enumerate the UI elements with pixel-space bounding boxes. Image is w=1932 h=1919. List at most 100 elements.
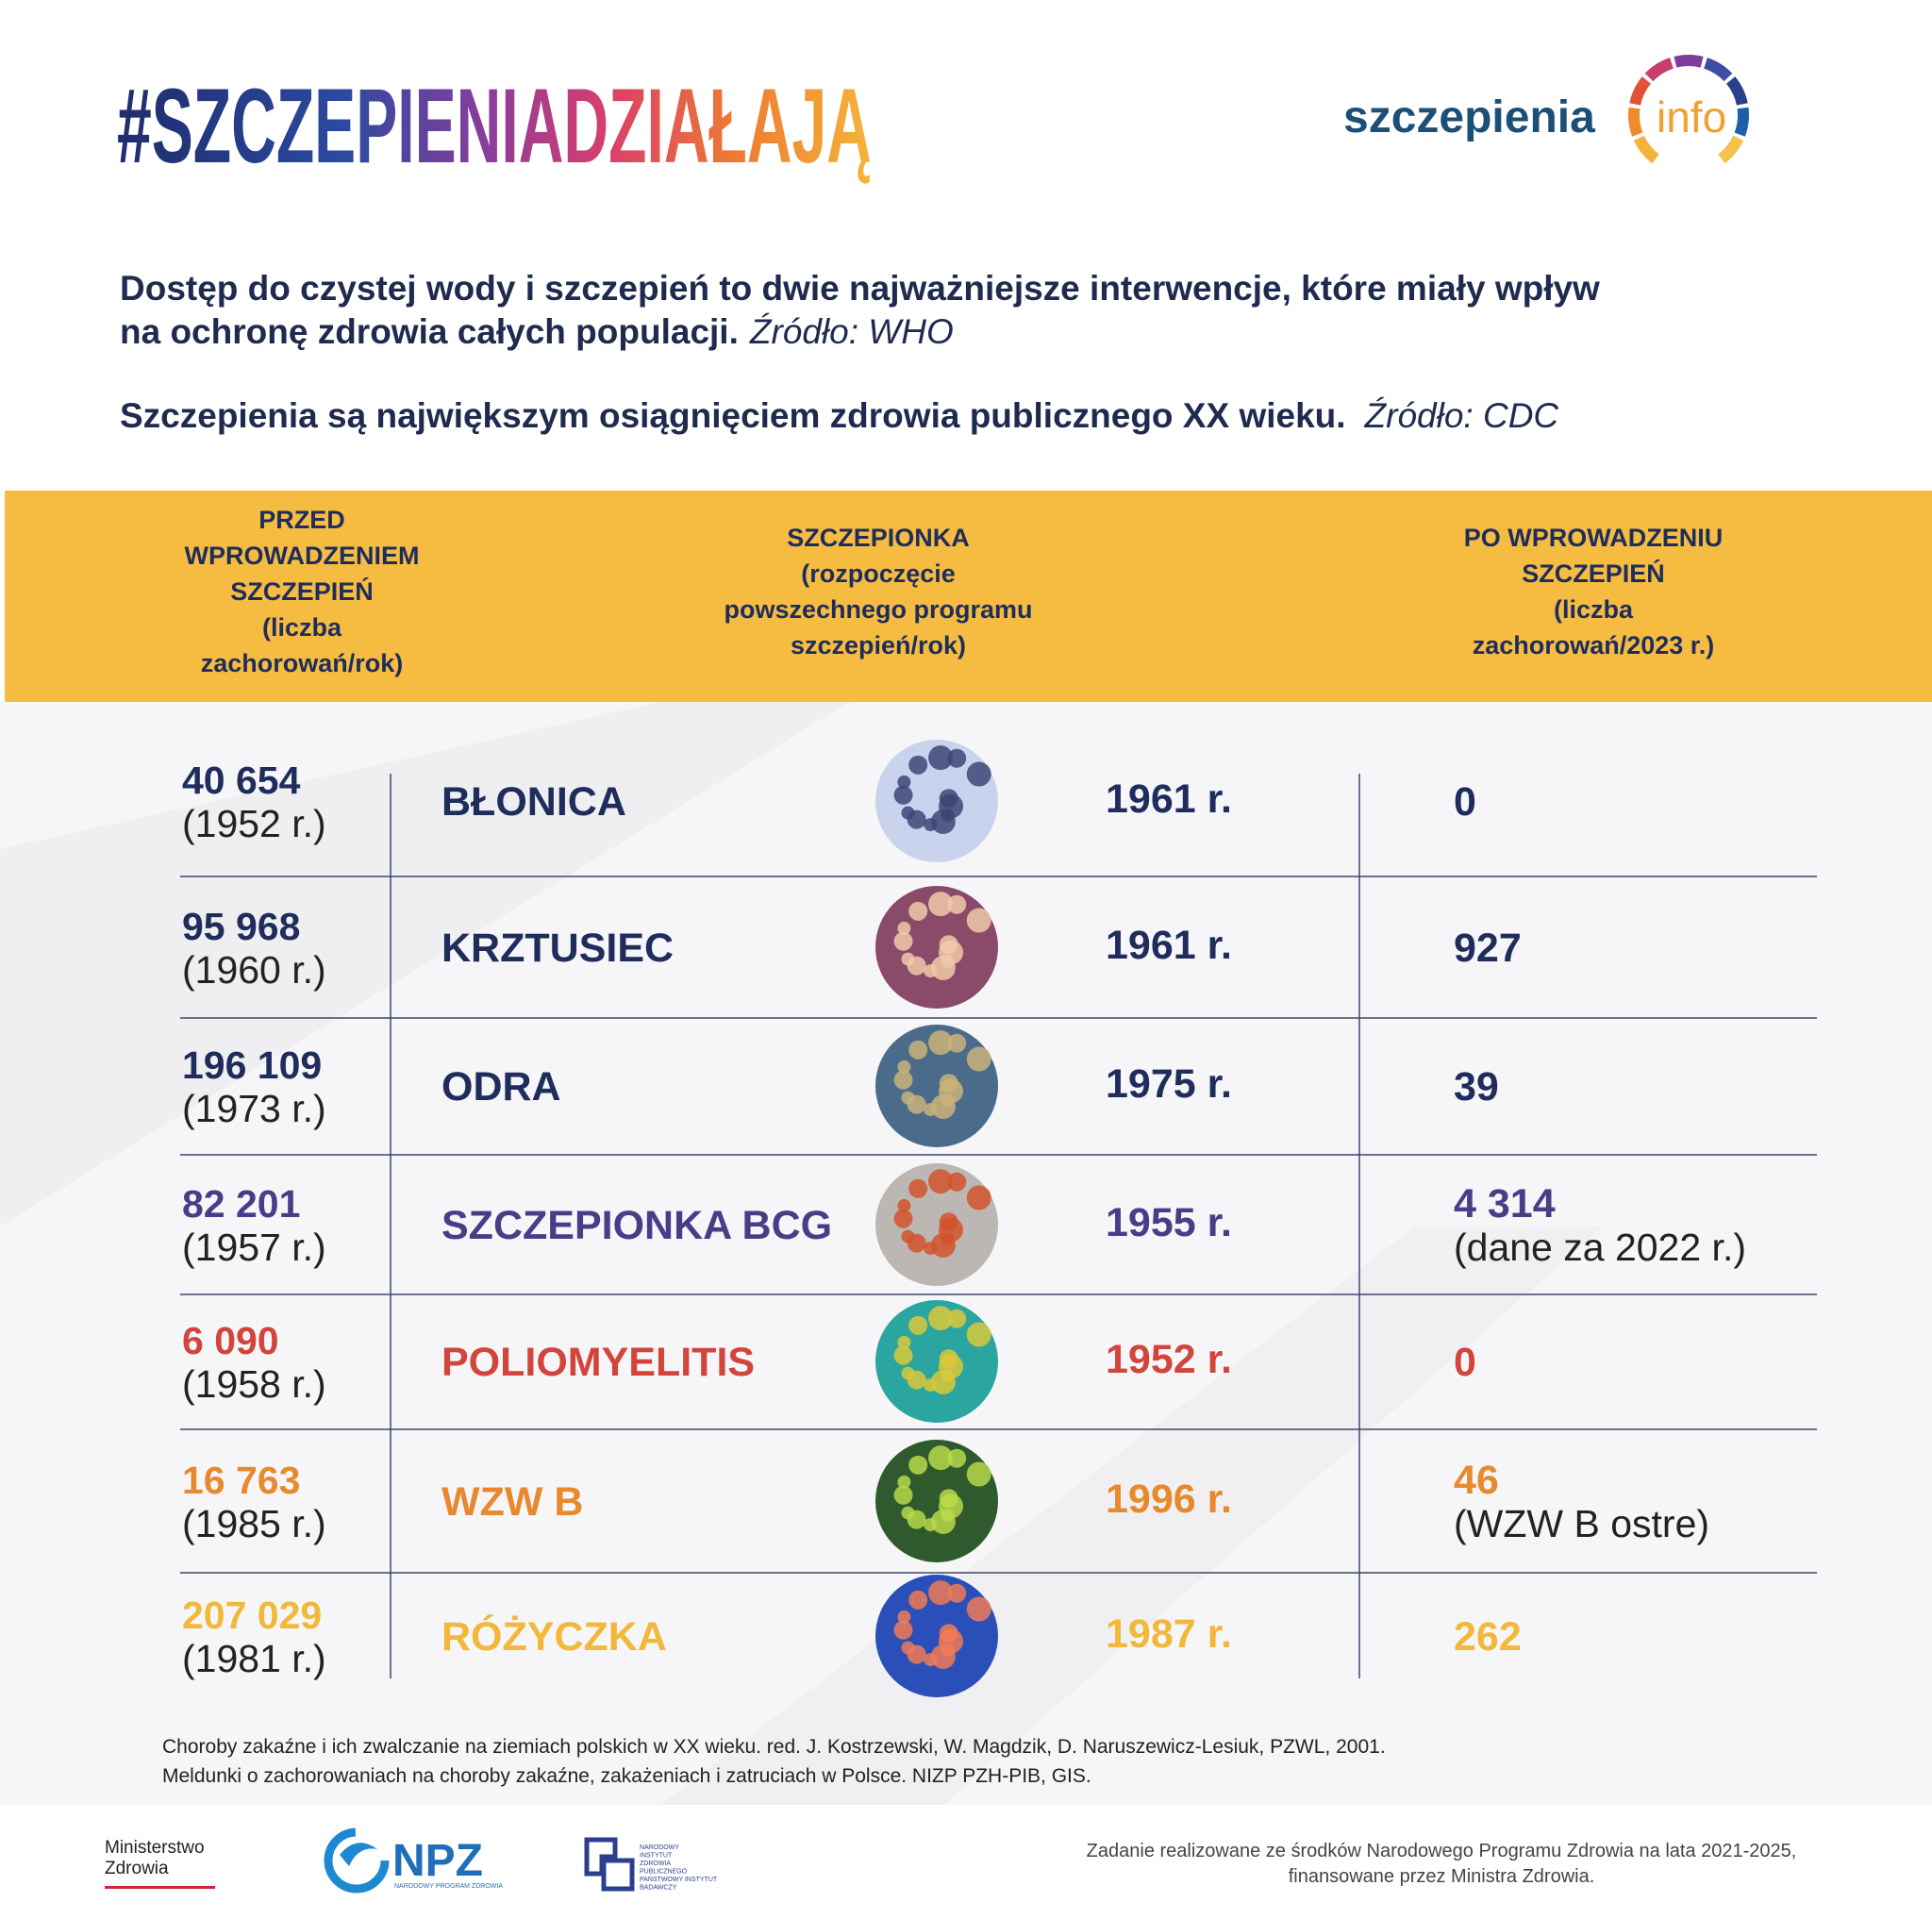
table-row: 16 763(1985 r.) WZW B 1996 r. 46(WZW B ostr… — [182, 1440, 1709, 1562]
disease-name: SZCZEPIONKA BCG — [441, 1203, 832, 1248]
before-year: (1985 r.) — [182, 1502, 326, 1545]
funding-text: Zadanie realizowane ze środków Narodoweg… — [1087, 1841, 1797, 1861]
nizp-text: PUBLICZNEGO — [640, 1869, 688, 1876]
pathogen-detail — [930, 1509, 956, 1534]
ring-segment — [1703, 58, 1733, 82]
pathogen-detail — [966, 1046, 991, 1072]
nizp-icon — [584, 1837, 635, 1892]
pathogen-detail — [947, 1033, 967, 1053]
intro-line: na ochronę zdrowia całych populacji. Źród… — [120, 312, 954, 351]
pathogen-detail — [897, 921, 911, 935]
column-header: szczepień/rok) — [791, 631, 966, 659]
npz-logo: NPZ NARODOWY PROGRAM ZDROWIA — [324, 1827, 503, 1894]
ring-segment — [1629, 76, 1652, 106]
ministry-text: Zdrowia — [105, 1859, 169, 1878]
pathogen-detail — [930, 1644, 956, 1669]
pathogen-detail — [947, 894, 967, 914]
pathogen-detail — [939, 1489, 958, 1509]
cases-after: 46 — [1454, 1458, 1499, 1503]
pathogen-detail — [893, 1345, 913, 1365]
logo-main: szczepienia — [1343, 92, 1595, 142]
intro-text: na ochronę zdrowia całych populacji. — [120, 312, 739, 351]
ring-segment — [1633, 135, 1659, 164]
pathogen-detail — [908, 1178, 928, 1198]
pathogen-detail — [947, 748, 967, 768]
logo-accent: info — [1657, 92, 1726, 142]
pathogen-detail — [908, 1315, 928, 1335]
pathogen-detail — [939, 1074, 958, 1093]
intro-line: Dostęp do czystej wody i szczepień to dw… — [120, 269, 1600, 308]
pathogen-detail — [928, 892, 954, 917]
footnote: Meldunki o zachorowaniach na choroby zak… — [162, 1765, 1091, 1787]
pathogen-detail — [897, 1060, 911, 1074]
logo-ring — [1628, 55, 1749, 164]
pathogen-detail — [908, 1040, 928, 1060]
pathogen-detail — [930, 1232, 956, 1258]
pathogen-detail — [901, 1641, 915, 1655]
cases-before: 16 763 — [182, 1459, 300, 1502]
pathogen-detail — [966, 1185, 991, 1210]
npz-icon — [324, 1827, 390, 1894]
cases-after: 4 314 — [1454, 1181, 1556, 1226]
disease-name: WZW B — [441, 1479, 583, 1525]
vaccine-year: 1961 r. — [1106, 923, 1232, 968]
column-header: zachorowań/2023 r.) — [1473, 631, 1715, 659]
column-header: WPROWADZENIEM — [185, 542, 420, 570]
column-header: SZCZEPIEŃ — [230, 576, 374, 606]
column-header: PRZED — [258, 506, 345, 534]
cases-after: 262 — [1454, 1614, 1522, 1660]
pathogen-detail — [893, 785, 913, 805]
pathogen-detail — [901, 952, 915, 966]
cases-before: 6 090 — [182, 1319, 279, 1362]
decor — [0, 702, 849, 1226]
column-header: SZCZEPIONKA — [787, 524, 970, 552]
ring-segment — [1644, 58, 1674, 82]
flag-red — [105, 1886, 215, 1889]
table-row: 40 654(1952 r.) BŁONICA 1961 r. 0 — [182, 740, 1476, 862]
hashtag: #SZCZEPIENIADZIAŁAJĄ — [117, 67, 872, 185]
table-row: 196 109(1973 r.) ODRA 1975 r. 39 — [182, 1025, 1499, 1147]
pathogen-detail — [930, 1093, 956, 1119]
nizp-text: BADAWCZY — [640, 1885, 677, 1892]
pathogen-detail — [928, 1169, 954, 1194]
cases-before: 40 654 — [182, 759, 301, 802]
pathogen-detail — [893, 1620, 913, 1640]
pathogen-detail — [930, 809, 956, 834]
pathogen-detail — [897, 1198, 911, 1212]
ministry-text: Ministerstwo — [105, 1838, 205, 1858]
disease-name: BŁONICA — [441, 779, 626, 825]
footnote: Choroby zakaźne i ich zwalczanie na ziem… — [162, 1736, 1386, 1758]
before-year: (1957 r.) — [182, 1226, 326, 1269]
pathogen-detail — [939, 935, 958, 955]
column-header: (liczba — [262, 613, 342, 642]
pathogen-detail — [908, 1455, 928, 1475]
pathogen-detail — [966, 1322, 991, 1347]
ring-segment — [1674, 55, 1704, 68]
pathogen-detail — [928, 1580, 954, 1606]
column-headers: PRZED WPROWADZENIEM SZCZEPIEŃ (liczba zachor… — [185, 506, 1724, 677]
pathogen-detail — [930, 1369, 956, 1394]
after-note: (WZW B ostre) — [1454, 1502, 1709, 1545]
pathogen-detail — [901, 1091, 915, 1105]
ministry-logo: Ministerstwo Zdrowia — [104, 1838, 216, 1889]
after-note: (dane za 2022 r.) — [1454, 1226, 1746, 1269]
pathogen-detail — [893, 931, 913, 951]
nizp-text: NARODOWY — [640, 1844, 679, 1851]
nizp-text: PAŃSTWOWY INSTYTUT — [640, 1875, 718, 1883]
cases-before: 196 109 — [182, 1043, 322, 1087]
pathogen-detail — [939, 789, 958, 809]
pathogen-detail — [893, 1070, 913, 1090]
column-header: powszechnego programu — [724, 595, 1032, 624]
pathogen-detail — [939, 1212, 958, 1232]
pathogen-detail — [908, 1590, 928, 1610]
before-year: (1960 r.) — [182, 948, 326, 992]
npz-subtext: NARODOWY PROGRAM ZDROWIA — [394, 1883, 503, 1890]
pathogen-detail — [908, 901, 928, 921]
vaccine-year: 1996 r. — [1106, 1477, 1232, 1522]
pathogen-detail — [897, 1475, 911, 1489]
pathogen-detail — [897, 1335, 911, 1349]
pathogen-detail — [928, 1030, 954, 1056]
table-row: 207 029(1981 r.) RÓŻYCZKA 1987 r. 262 — [182, 1575, 1522, 1697]
vaccine-year: 1961 r. — [1106, 776, 1232, 822]
